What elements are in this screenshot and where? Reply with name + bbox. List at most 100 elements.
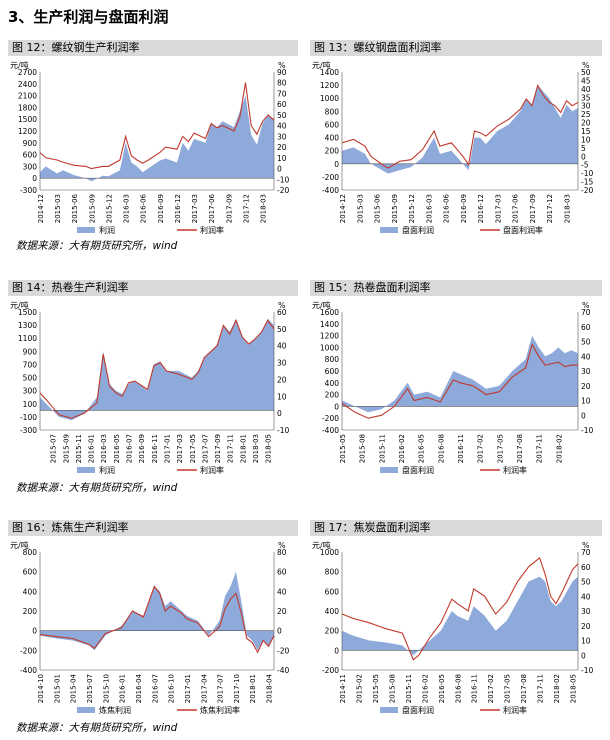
- y2-axis-unit: %: [582, 61, 590, 70]
- y2-tick-label: 0: [581, 411, 586, 420]
- x-tick-label: 2017-11: [537, 674, 545, 703]
- x-tick-label: 2017-06: [208, 193, 216, 223]
- y2-tick-label: 0: [277, 627, 282, 636]
- x-tick-label: 2016-02: [421, 674, 429, 703]
- x-tick-label: 2017-03: [176, 434, 184, 463]
- y2-tick-label: 20: [581, 382, 591, 391]
- x-tick-label: 2018-03: [260, 194, 268, 223]
- series-area-盘面利润: [342, 85, 578, 174]
- y2-tick-label: 70: [581, 548, 591, 557]
- y2-tick-label: 60: [277, 100, 287, 109]
- legend-label-area: 盘面利润: [402, 225, 434, 235]
- x-tick-label: 2016-06: [140, 193, 148, 223]
- chart-fig17: 元/吨 % -200 0 200 400 600 800 1000 -10 0 10 20 30 40 50 6…: [312, 540, 593, 715]
- chart-fig14: 元/吨 %-300-100100300500700900110013001500-…: [10, 300, 289, 475]
- y2-tick-label: 50: [581, 578, 591, 587]
- chart-fig15: 元/吨 %-400-2000200400600800100012001400160…: [312, 300, 593, 475]
- y2-tick-label: 60: [277, 568, 287, 577]
- y-tick-label: -200: [322, 414, 339, 423]
- x-tick-label: 2014-11: [339, 674, 347, 703]
- y2-tick-label: 5: [581, 144, 586, 153]
- x-tick-label: 2017-02: [477, 434, 485, 463]
- source-note-row1: 数据来源：大有期货研究所，wind: [16, 240, 178, 252]
- series-line-利润率: [39, 82, 275, 170]
- x-tick-label: 2018-03: [252, 434, 260, 463]
- legend-swatch-area: [380, 707, 398, 713]
- x-tick-label: 2018-04: [266, 673, 274, 703]
- y2-tick-label: 40: [581, 592, 591, 601]
- legend-swatch-area: [380, 467, 398, 473]
- x-tick-label: 2018-05: [570, 674, 578, 703]
- y-tick-label: -400: [322, 426, 339, 435]
- series-area-盘面利润: [342, 335, 578, 413]
- x-tick-label: 2015-11: [405, 674, 413, 703]
- figure-caption-12: 图 12：螺纹钢生产利润率: [8, 40, 298, 56]
- y-tick-label: 800: [23, 548, 38, 557]
- y-tick-label: 200: [325, 147, 340, 156]
- y-tick-label: 1400: [320, 68, 339, 77]
- x-tick-label: 2017-05: [504, 674, 512, 703]
- y-tick-label: 800: [325, 568, 340, 577]
- y2-tick-label: -10: [581, 426, 593, 435]
- x-tick-label: 2018-02: [555, 434, 563, 463]
- x-tick-label: 2014-12: [37, 194, 45, 223]
- x-tick-label: 2016-09: [460, 194, 468, 223]
- series-area-利润: [40, 318, 274, 421]
- y2-tick-label: 45: [581, 76, 591, 85]
- y-tick-label: 2400: [18, 80, 37, 89]
- legend-label-area: 盘面利润: [402, 705, 434, 715]
- x-tick-label: 2018-01: [239, 434, 247, 463]
- x-tick-label: 2015-10: [102, 674, 110, 703]
- x-tick-label: 2018-03: [563, 194, 571, 223]
- y2-tick-label: 40: [277, 587, 287, 596]
- y-tick-label: 1200: [320, 332, 339, 341]
- y-tick-label: 400: [325, 607, 340, 616]
- series-area-炼焦利润: [40, 571, 274, 651]
- y2-tick-label: -10: [277, 175, 289, 184]
- x-tick-label: 2016-09: [157, 194, 165, 223]
- y-tick-label: 800: [325, 355, 340, 364]
- y-axis-unit: 元/吨: [10, 60, 29, 70]
- x-tick-label: 2017-06: [512, 193, 520, 223]
- legend-label-line: 炼焦利润率: [200, 705, 240, 715]
- x-tick-label: 2015-07: [50, 434, 58, 463]
- chart-fig16: 元/吨 %-400-2000200400600800-40-20020406080…: [10, 540, 289, 715]
- y2-tick-label: 0: [581, 651, 586, 660]
- series-line-利润率: [39, 318, 275, 419]
- x-tick-label: 2016-04: [135, 673, 143, 703]
- y2-tick-label: 35: [581, 93, 591, 102]
- legend-label-area: 炼焦利润: [99, 705, 131, 715]
- legend-swatch-area: [380, 227, 398, 233]
- y-tick-label: 100: [23, 400, 38, 409]
- y2-tick-label: 15: [581, 127, 591, 136]
- figure-caption-13: 图 13：螺纹钢盘面利润率: [310, 40, 602, 56]
- y2-tick-label: 50: [581, 338, 591, 347]
- x-tick-label: 2016-08: [437, 434, 445, 463]
- x-tick-label: 2018-01: [249, 674, 257, 703]
- x-tick-label: 2017-05: [496, 434, 504, 463]
- y-axis-unit: 元/吨: [312, 540, 331, 550]
- x-tick-label: 2016-02: [398, 434, 406, 463]
- y-tick-label: 1500: [18, 308, 37, 317]
- y2-axis-unit: %: [278, 301, 286, 310]
- x-tick-label: 2015-09: [391, 194, 399, 223]
- y2-tick-label: -5: [581, 161, 589, 170]
- y2-tick-label: 40: [277, 342, 287, 351]
- y-tick-label: -400: [20, 666, 37, 675]
- x-tick-label: 2017-10: [233, 674, 241, 703]
- y2-tick-label: 30: [581, 367, 591, 376]
- y2-tick-label: 30: [277, 359, 287, 368]
- y2-tick-label: 40: [581, 85, 591, 94]
- x-tick-label: 2017-02: [487, 674, 495, 703]
- x-tick-label: 2015-11: [75, 434, 83, 463]
- x-tick-label: 2014-10: [37, 674, 45, 703]
- y2-tick-label: -40: [277, 666, 289, 675]
- x-tick-label: 2017-03: [191, 194, 199, 223]
- section-title: 3、生产利润与盘面利润: [8, 8, 169, 26]
- y-tick-label: 1000: [320, 94, 339, 103]
- x-tick-label: 2018-05: [265, 434, 273, 463]
- y2-tick-label: 50: [277, 111, 287, 120]
- x-tick-label: 2017-04: [200, 673, 208, 703]
- y2-tick-label: 80: [277, 548, 287, 557]
- x-tick-label: 2016-01: [119, 674, 127, 703]
